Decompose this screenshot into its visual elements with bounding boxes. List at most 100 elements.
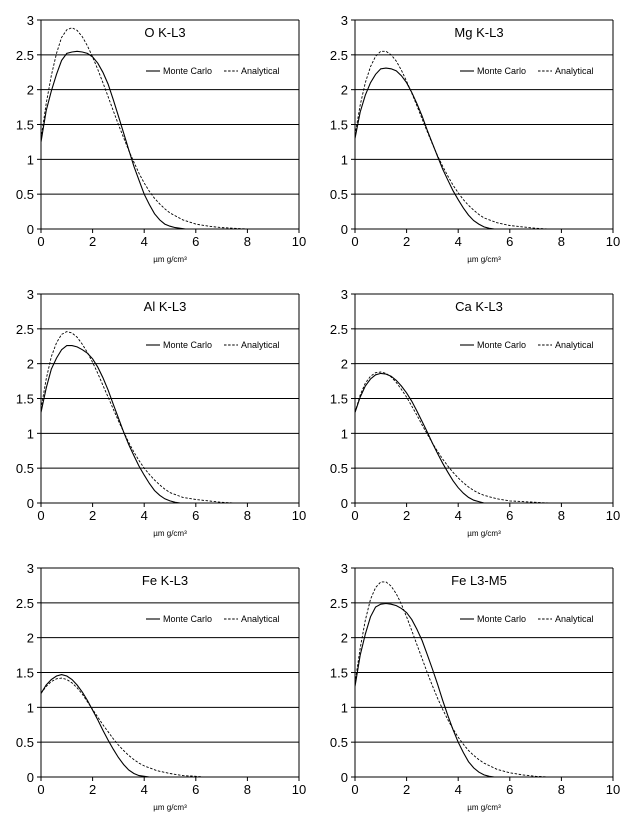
x-tick-label: 8 — [558, 234, 565, 249]
x-tick-label: 10 — [292, 782, 306, 797]
chart-title: Fe K-L3 — [142, 573, 188, 588]
y-tick-label: 2.5 — [330, 596, 348, 611]
series-line-analytical — [354, 371, 549, 504]
y-tick-label: 1.5 — [330, 392, 348, 407]
x-tick-label: 4 — [141, 782, 148, 797]
y-tick-label: 2 — [27, 357, 34, 372]
series-line-analytical — [40, 331, 248, 504]
x-tick-label: 6 — [192, 782, 199, 797]
y-tick-label: 2 — [341, 357, 348, 372]
series-line-monte-carlo — [354, 372, 485, 504]
y-tick-label: 0.5 — [16, 735, 34, 750]
legend-label-monte-carlo: Monte Carlo — [477, 340, 526, 350]
legend-label-monte-carlo: Monte Carlo — [163, 340, 212, 350]
legend-label-monte-carlo: Monte Carlo — [163, 66, 212, 76]
legend-label-monte-carlo: Monte Carlo — [477, 66, 526, 76]
chart-panel-5: 0 0.5 1 1.5 2 2.5 3 0 2 4 6 8 10 µm g/cm³ Fe K-L3 Monte… — [0, 548, 313, 823]
chart-panel-3: 0 0.5 1 1.5 2 2.5 3 0 2 4 6 8 10 µm g/cm³ Al K-L3 Monte… — [0, 274, 313, 549]
legend: Monte Carlo Analytical — [146, 614, 280, 624]
chart-panel-2: 0 0.5 1 1.5 2 2.5 3 0 2 4 6 8 10 µm g/cm³ Mg K-L3 Monte… — [314, 0, 627, 275]
chart-title: O K-L3 — [144, 25, 185, 40]
y-tick-label: 0.5 — [16, 187, 34, 202]
y-tick-label: 1.5 — [16, 118, 34, 133]
y-tick-label: 0 — [27, 496, 34, 511]
y-tick-label: 0.5 — [330, 461, 348, 476]
x-tick-label: 0 — [351, 508, 358, 523]
y-tick-label: 1 — [27, 700, 34, 715]
legend: Monte Carlo Analytical — [146, 66, 280, 76]
legend-label-analytical: Analytical — [555, 66, 594, 76]
x-tick-label: 6 — [192, 234, 199, 249]
chart-svg: 0 0.5 1 1.5 2 2.5 3 0 2 4 6 8 10 µm g/cm³ Al K-L3 Monte… — [16, 287, 306, 538]
legend-label-monte-carlo: Monte Carlo — [163, 614, 212, 624]
y-tick-label: 0 — [341, 770, 348, 785]
legend-label-analytical: Analytical — [555, 340, 594, 350]
y-tick-label: 2.5 — [16, 596, 34, 611]
x-axis-label: µm g/cm³ — [467, 255, 501, 264]
x-tick-label: 0 — [351, 782, 358, 797]
y-tick-label: 1.5 — [16, 392, 34, 407]
legend: Monte Carlo Analytical — [460, 614, 594, 624]
x-tick-label: 10 — [292, 508, 306, 523]
legend-label-analytical: Analytical — [241, 614, 280, 624]
x-tick-label: 0 — [37, 234, 44, 249]
y-tick-label: 1 — [341, 700, 348, 715]
y-tick-label: 1 — [27, 426, 34, 441]
x-tick-label: 2 — [403, 234, 410, 249]
y-tick-label: 3 — [27, 287, 34, 302]
x-tick-label: 6 — [506, 234, 513, 249]
x-tick-label: 0 — [37, 782, 44, 797]
chart-title: Ca K-L3 — [455, 299, 503, 314]
chart-title: Mg K-L3 — [454, 25, 503, 40]
y-tick-label: 0 — [341, 222, 348, 237]
chart-svg: 0 0.5 1 1.5 2 2.5 3 0 2 4 6 8 10 µm g/cm³ Fe L3-M5 Mont… — [330, 561, 620, 812]
x-axis-label: µm g/cm³ — [153, 803, 187, 812]
y-tick-label: 2.5 — [16, 322, 34, 337]
y-tick-label: 0.5 — [330, 735, 348, 750]
x-tick-label: 8 — [244, 508, 251, 523]
chart-panel-4: 0 0.5 1 1.5 2 2.5 3 0 2 4 6 8 10 µm g/cm³ Ca K-L3 Monte… — [314, 274, 627, 549]
y-tick-label: 2 — [341, 631, 348, 646]
y-tick-label: 3 — [27, 13, 34, 28]
y-tick-label: 0 — [27, 770, 34, 785]
x-tick-label: 4 — [455, 508, 462, 523]
x-tick-label: 6 — [506, 508, 513, 523]
x-tick-label: 2 — [89, 508, 96, 523]
series-line-monte-carlo — [40, 50, 186, 230]
legend-label-analytical: Analytical — [241, 340, 280, 350]
series-line-analytical — [354, 50, 562, 230]
chart-title: Al K-L3 — [144, 299, 187, 314]
series-line-monte-carlo — [40, 674, 150, 778]
y-tick-label: 1 — [27, 152, 34, 167]
y-tick-label: 1.5 — [330, 666, 348, 681]
series-line-monte-carlo — [354, 602, 500, 778]
y-tick-label: 3 — [27, 561, 34, 576]
y-tick-label: 3 — [341, 561, 348, 576]
x-tick-label: 6 — [506, 782, 513, 797]
chart-svg: 0 0.5 1 1.5 2 2.5 3 0 2 4 6 8 10 µm g/cm³ Mg K-L3 Monte… — [330, 13, 620, 264]
legend: Monte Carlo Analytical — [146, 340, 280, 350]
y-tick-label: 1.5 — [330, 118, 348, 133]
x-axis-label: µm g/cm³ — [467, 529, 501, 538]
x-axis-label: µm g/cm³ — [153, 529, 187, 538]
chart-svg: 0 0.5 1 1.5 2 2.5 3 0 2 4 6 8 10 µm g/cm³ Ca K-L3 Monte… — [330, 287, 620, 538]
chart-panel-6: 0 0.5 1 1.5 2 2.5 3 0 2 4 6 8 10 µm g/cm³ Fe L3-M5 Mont… — [314, 548, 627, 823]
y-tick-label: 0.5 — [16, 461, 34, 476]
x-tick-label: 2 — [89, 234, 96, 249]
x-tick-label: 2 — [403, 782, 410, 797]
series-line-monte-carlo — [354, 67, 495, 230]
x-tick-label: 2 — [403, 508, 410, 523]
y-tick-label: 2.5 — [16, 48, 34, 63]
legend-label-monte-carlo: Monte Carlo — [477, 614, 526, 624]
x-tick-label: 2 — [89, 782, 96, 797]
x-tick-label: 4 — [455, 782, 462, 797]
y-tick-label: 0.5 — [330, 187, 348, 202]
x-tick-label: 0 — [37, 508, 44, 523]
chart-title: Fe L3-M5 — [451, 573, 507, 588]
legend: Monte Carlo Analytical — [460, 66, 594, 76]
x-tick-label: 4 — [141, 234, 148, 249]
y-tick-label: 1 — [341, 152, 348, 167]
x-tick-label: 10 — [292, 234, 306, 249]
y-tick-label: 2.5 — [330, 322, 348, 337]
